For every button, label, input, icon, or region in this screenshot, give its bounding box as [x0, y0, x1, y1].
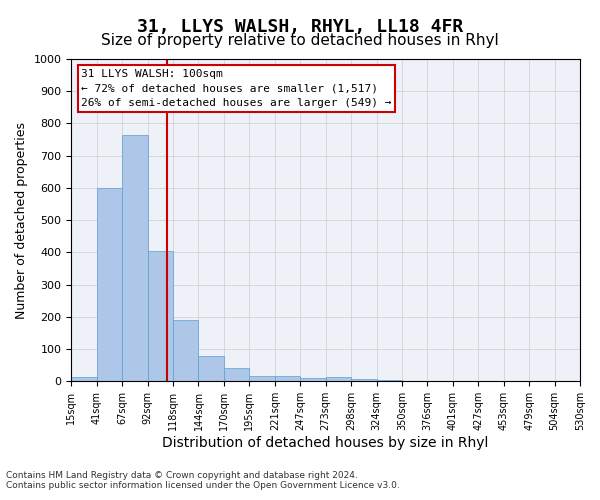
Text: 31 LLYS WALSH: 100sqm
← 72% of detached houses are smaller (1,517)
26% of semi-d: 31 LLYS WALSH: 100sqm ← 72% of detached …: [82, 68, 392, 108]
Bar: [402, 380, 427, 382]
Bar: [173, 320, 199, 382]
Bar: [250, 376, 275, 382]
Bar: [326, 377, 351, 382]
Bar: [224, 368, 250, 382]
Bar: [122, 135, 148, 382]
Bar: [97, 188, 122, 382]
Bar: [199, 356, 224, 382]
Text: Contains HM Land Registry data © Crown copyright and database right 2024.
Contai: Contains HM Land Registry data © Crown c…: [6, 470, 400, 490]
Bar: [377, 380, 402, 382]
Bar: [148, 251, 173, 382]
Text: 31, LLYS WALSH, RHYL, LL18 4FR: 31, LLYS WALSH, RHYL, LL18 4FR: [137, 18, 463, 36]
Bar: [351, 379, 377, 382]
Text: Size of property relative to detached houses in Rhyl: Size of property relative to detached ho…: [101, 32, 499, 48]
X-axis label: Distribution of detached houses by size in Rhyl: Distribution of detached houses by size …: [163, 436, 489, 450]
Y-axis label: Number of detached properties: Number of detached properties: [15, 122, 28, 318]
Bar: [71, 376, 97, 382]
Bar: [300, 378, 326, 382]
Bar: [275, 376, 300, 382]
